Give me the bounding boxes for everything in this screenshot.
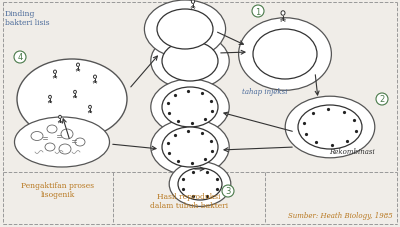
Ellipse shape bbox=[162, 88, 218, 127]
Text: Dinding
bakteri lisis: Dinding bakteri lisis bbox=[5, 10, 50, 27]
Ellipse shape bbox=[281, 12, 285, 16]
Ellipse shape bbox=[298, 106, 362, 149]
Ellipse shape bbox=[76, 64, 80, 67]
Ellipse shape bbox=[162, 42, 218, 82]
Ellipse shape bbox=[74, 91, 76, 94]
Text: 1: 1 bbox=[255, 7, 261, 16]
Text: tahap injeksi: tahap injeksi bbox=[242, 88, 288, 96]
Ellipse shape bbox=[89, 106, 91, 109]
Ellipse shape bbox=[285, 97, 375, 158]
Text: Sumber: Heath Biology, 1985: Sumber: Heath Biology, 1985 bbox=[288, 211, 393, 219]
Ellipse shape bbox=[14, 118, 110, 167]
Text: 3: 3 bbox=[225, 187, 231, 196]
Ellipse shape bbox=[49, 96, 51, 99]
Ellipse shape bbox=[94, 76, 96, 79]
Ellipse shape bbox=[169, 162, 231, 207]
Ellipse shape bbox=[144, 1, 226, 59]
Text: Hasil reproduksi
dalam tubuh bakteri: Hasil reproduksi dalam tubuh bakteri bbox=[150, 192, 228, 209]
Ellipse shape bbox=[162, 127, 218, 167]
Ellipse shape bbox=[238, 19, 331, 91]
Ellipse shape bbox=[151, 119, 229, 175]
Ellipse shape bbox=[59, 116, 62, 119]
Ellipse shape bbox=[253, 30, 317, 80]
Ellipse shape bbox=[151, 34, 229, 90]
Text: Rekombinasi: Rekombinasi bbox=[329, 147, 375, 155]
Ellipse shape bbox=[54, 71, 56, 74]
Ellipse shape bbox=[157, 10, 213, 50]
Text: 2: 2 bbox=[379, 95, 385, 104]
Ellipse shape bbox=[17, 60, 127, 139]
Ellipse shape bbox=[178, 168, 222, 200]
Ellipse shape bbox=[151, 80, 229, 135]
Text: Pengaktifan proses
lisogenik: Pengaktifan proses lisogenik bbox=[22, 181, 94, 198]
Text: 4: 4 bbox=[17, 53, 23, 62]
Ellipse shape bbox=[192, 1, 194, 4]
